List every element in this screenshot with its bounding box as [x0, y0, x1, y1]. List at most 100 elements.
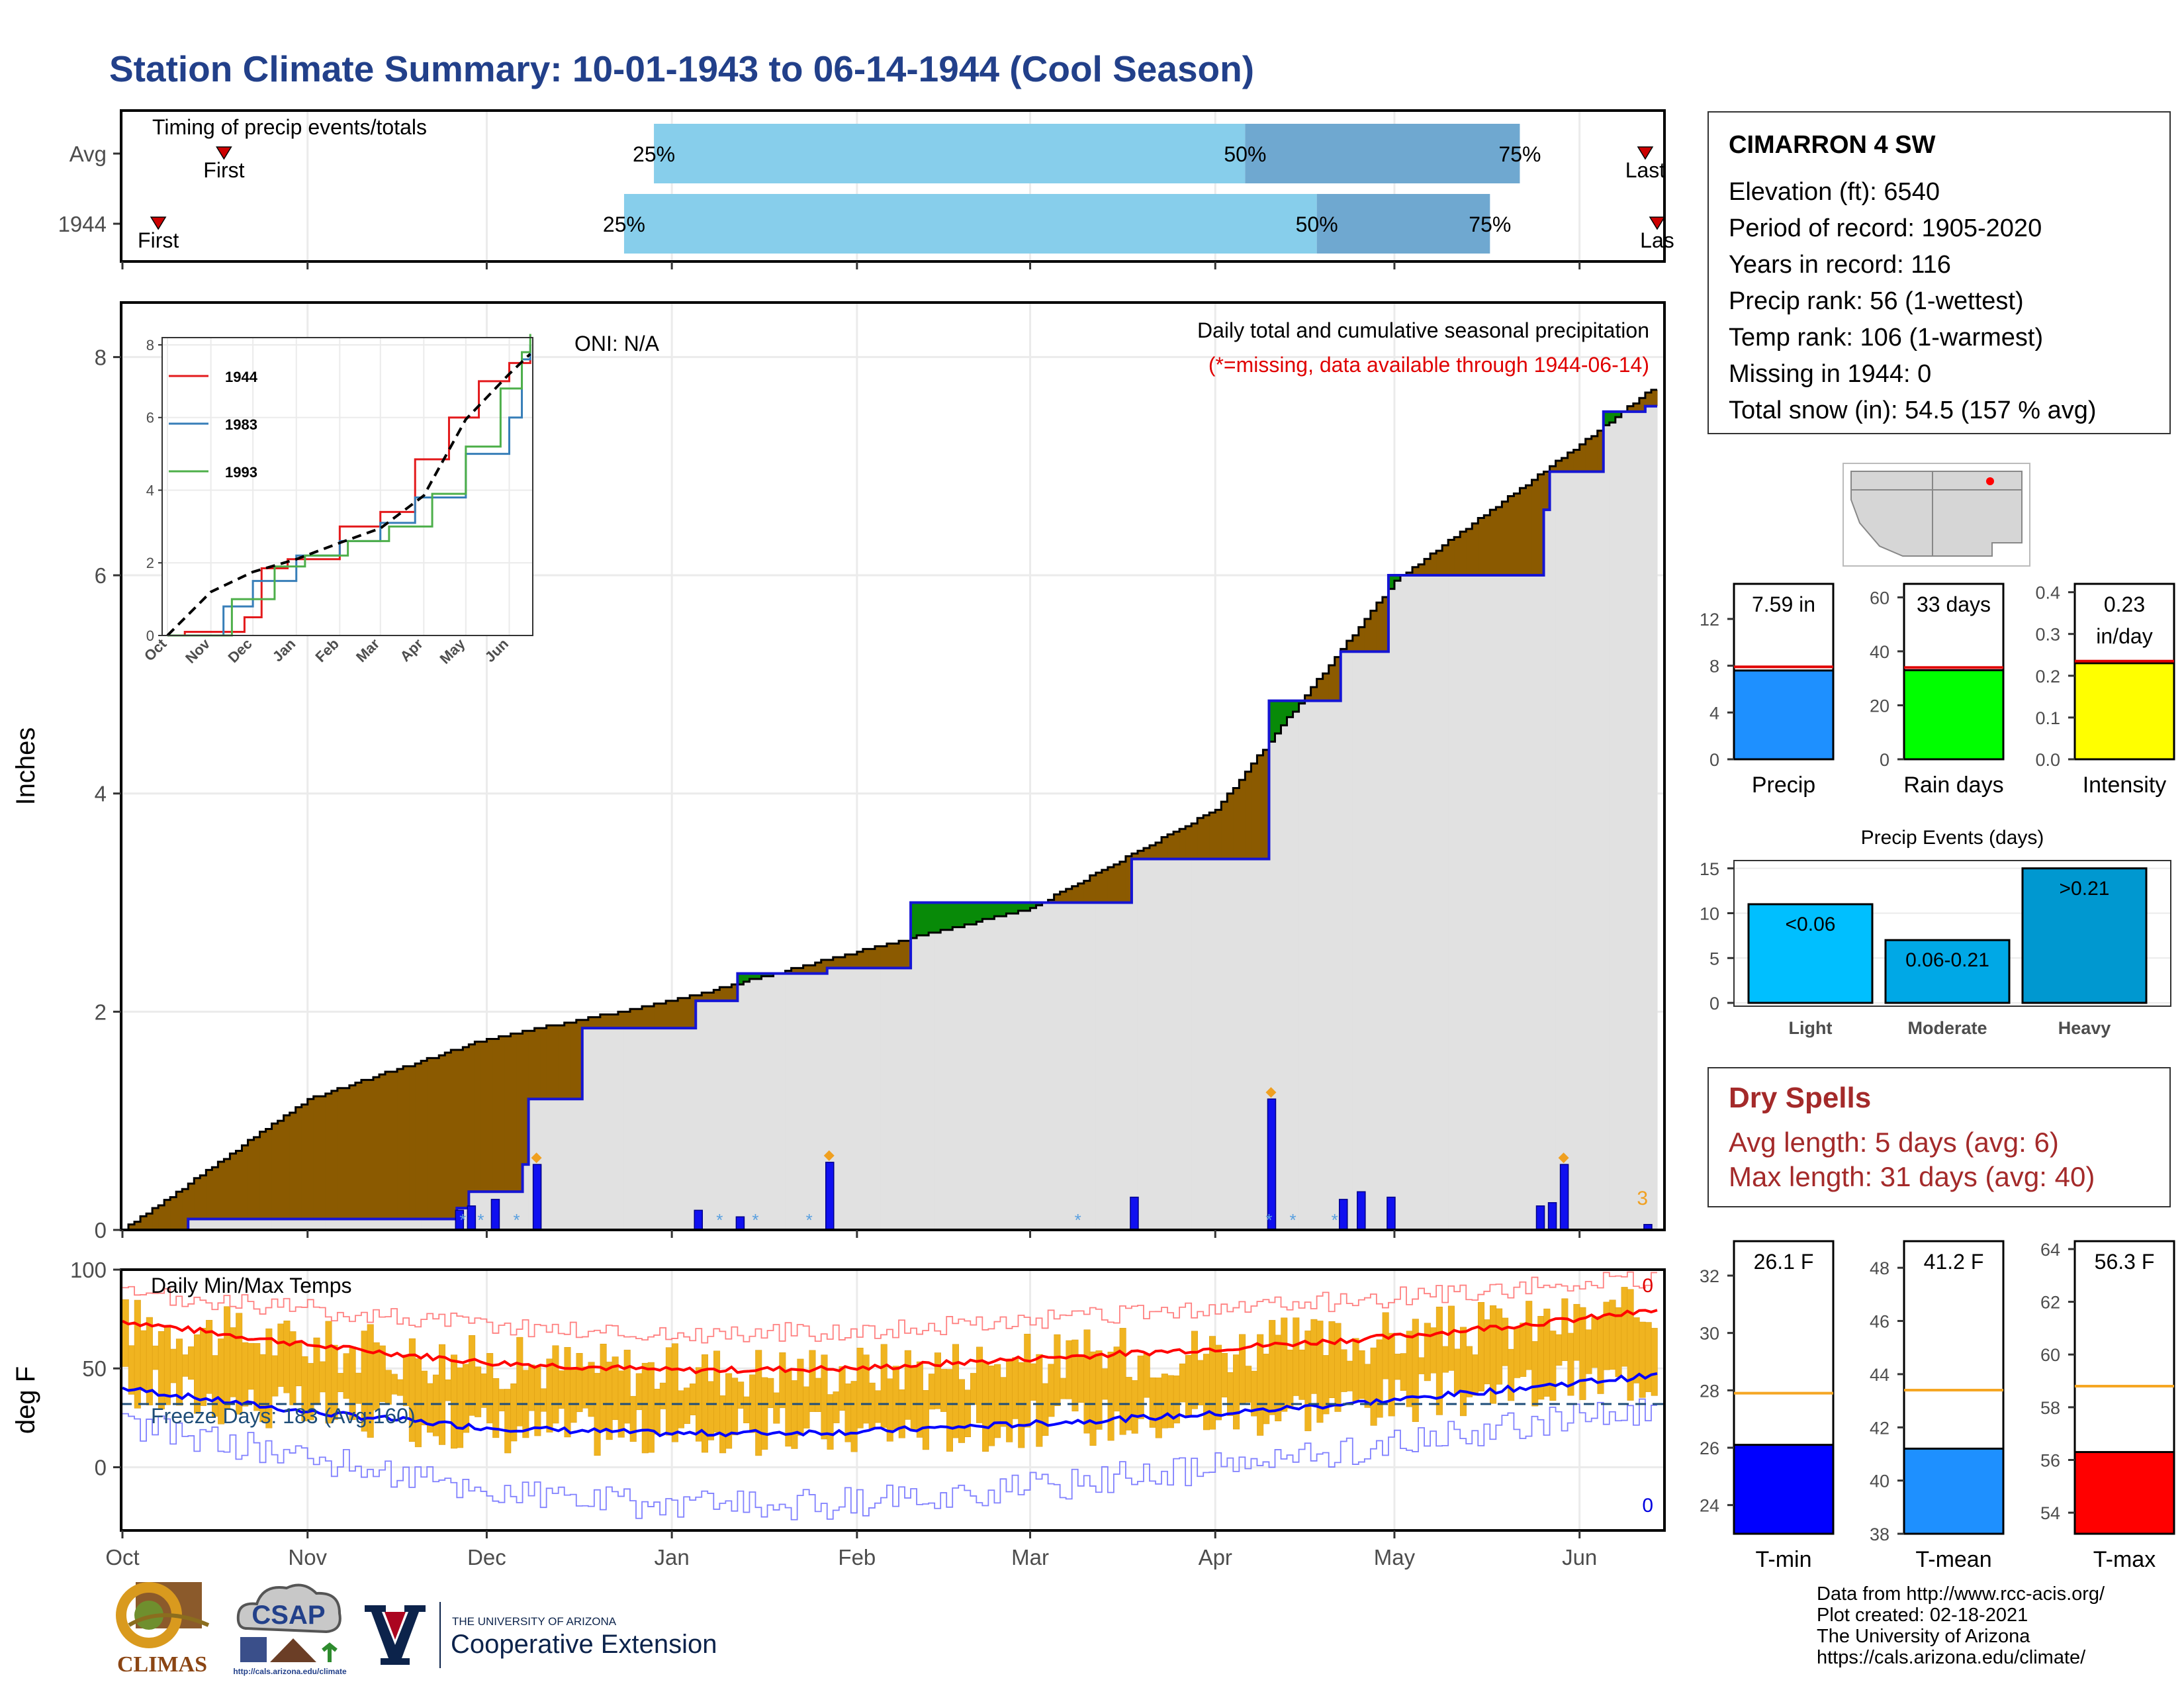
cumulative-anomaly-area	[1543, 471, 1551, 510]
timing-first-label: First	[203, 158, 244, 182]
daily-temp-bar	[181, 1354, 189, 1377]
cumulative-anomaly-area	[325, 1093, 332, 1219]
cumulative-anomaly-area	[617, 1011, 625, 1029]
cumulative-base-area	[934, 932, 941, 1230]
cumulative-base-area	[1364, 651, 1371, 1230]
cumulative-base-area	[761, 976, 768, 1230]
cumulative-anomaly-area	[409, 1066, 416, 1219]
cumulative-anomaly-area	[277, 1121, 285, 1219]
daily-temp-bar	[396, 1379, 404, 1396]
month-tick-label: Oct	[105, 1545, 139, 1570]
summary-y-tick-label: 54	[2040, 1503, 2060, 1523]
station-elevation: Elevation (ft): 6540	[1729, 178, 1940, 206]
cumulative-anomaly-area	[1567, 452, 1574, 472]
cumulative-anomaly-area	[367, 1080, 374, 1219]
cumulative-anomaly-area	[719, 987, 726, 1001]
timing-first-marker	[216, 146, 232, 160]
daily-temp-bar	[134, 1299, 141, 1409]
cumulative-anomaly-area	[1089, 875, 1097, 903]
cumulative-base-area	[839, 968, 846, 1230]
daily-temp-bar	[880, 1344, 887, 1428]
cumulative-base-area	[1125, 902, 1132, 1230]
cumulative-anomaly-area	[176, 1192, 183, 1230]
snow-asterisk: *	[477, 1210, 484, 1230]
cumulative-anomaly-area	[1119, 861, 1126, 903]
credit-line: Plot created: 02-18-2021	[1817, 1605, 2028, 1626]
cumulative-anomaly-area	[301, 1104, 308, 1219]
summary-value-label: 33 days	[1917, 592, 1991, 616]
dry-spells-box: Dry Spells Avg length: 5 days (avg: 6) M…	[1707, 1067, 2171, 1207]
cumulative-base-area	[791, 973, 798, 1230]
cumulative-anomaly-area	[1591, 436, 1598, 472]
cumulative-anomaly-area	[1227, 793, 1234, 859]
cumulative-anomaly-area	[856, 951, 864, 968]
cumulative-anomaly-area	[188, 1183, 195, 1219]
cumulative-base-area	[486, 1192, 494, 1230]
daily-temp-bar	[534, 1365, 541, 1436]
cumulative-anomaly-area	[880, 946, 887, 968]
cumulative-anomaly-area	[552, 1025, 559, 1100]
daily-temp-bar	[1269, 1320, 1276, 1415]
precip-y-tick-label: 2	[95, 1000, 107, 1024]
summary-y-tick-label: 40	[1870, 1472, 1889, 1491]
cumulative-base-area	[1150, 859, 1156, 1230]
inset-y-tick-label: 0	[146, 628, 154, 644]
cumulative-anomaly-area	[934, 902, 941, 933]
cumulative-anomaly-area	[546, 1025, 553, 1100]
daily-temp-bar	[647, 1362, 655, 1453]
cumulative-base-area	[1209, 859, 1216, 1230]
cumulative-anomaly-area	[809, 965, 816, 974]
cumulative-anomaly-area	[874, 946, 882, 968]
cumulative-anomaly-area	[1573, 449, 1580, 472]
cumulative-base-area	[1167, 859, 1174, 1230]
cumulative-base-area	[295, 1219, 302, 1230]
cumulative-anomaly-area	[253, 1137, 261, 1219]
cumulative-anomaly-area	[391, 1072, 398, 1219]
cumulative-base-area	[1436, 575, 1443, 1230]
cumulative-base-area	[528, 1099, 535, 1230]
cumulative-anomaly-area	[1502, 501, 1508, 576]
cumulative-base-area	[1131, 859, 1138, 1230]
cumulative-anomaly-area	[182, 1189, 189, 1230]
summary-value-label: 7.59 in	[1752, 592, 1815, 616]
daily-temp-bar	[1555, 1334, 1563, 1366]
cumulative-anomaly-area	[1460, 532, 1467, 576]
cumulative-base-area	[868, 968, 876, 1230]
cumulative-anomaly-area	[1310, 687, 1318, 701]
cumulative-base-area	[1579, 471, 1586, 1230]
cumulative-base-area	[206, 1219, 212, 1230]
snow-asterisk: *	[1265, 1210, 1272, 1230]
cumulative-anomaly-area	[1245, 771, 1251, 859]
cumulative-anomaly-area	[1101, 870, 1109, 903]
cumulative-base-area	[917, 935, 923, 1230]
cumulative-anomaly-area	[1340, 649, 1347, 652]
cumulative-base-area	[1173, 859, 1180, 1230]
cumulative-base-area	[856, 968, 864, 1230]
cumulative-base-area	[1412, 575, 1419, 1230]
daily-temp-bar	[1000, 1377, 1007, 1427]
cumulative-anomaly-area	[713, 990, 720, 1001]
cumulative-anomaly-area	[1263, 749, 1270, 859]
daily-temp-bar	[1042, 1383, 1049, 1436]
summary-y-tick-label: 30	[1700, 1324, 1719, 1344]
cumulative-anomaly-area	[540, 1028, 547, 1100]
daily-temp-bar	[952, 1344, 960, 1438]
cumulative-anomaly-area	[923, 902, 929, 935]
daily-temp-bar	[1459, 1327, 1467, 1417]
ua-logo-big-text: Cooperative Extension	[451, 1630, 717, 1659]
cumulative-base-area	[200, 1219, 206, 1230]
summary-y-tick-label: 0.3	[2035, 625, 2060, 645]
cumulative-anomaly-area	[803, 965, 810, 974]
cumulative-anomaly-area	[684, 998, 690, 1029]
csap-logo: CSAP http://cals.arizona.edu/climate	[230, 1579, 349, 1678]
snow-asterisk: *	[1075, 1210, 1081, 1230]
cumulative-base-area	[248, 1219, 255, 1230]
cumulative-anomaly-area	[1412, 567, 1419, 576]
summary-x-label: Rain days	[1903, 773, 2003, 798]
daily-temp-bar	[1525, 1301, 1533, 1370]
cumulative-anomaly-area	[1478, 518, 1484, 576]
cumulative-anomaly-area	[200, 1175, 206, 1219]
timing-first-label: First	[138, 228, 179, 252]
daily-temp-bar	[1143, 1353, 1150, 1398]
cumulative-anomaly-area	[982, 902, 989, 919]
